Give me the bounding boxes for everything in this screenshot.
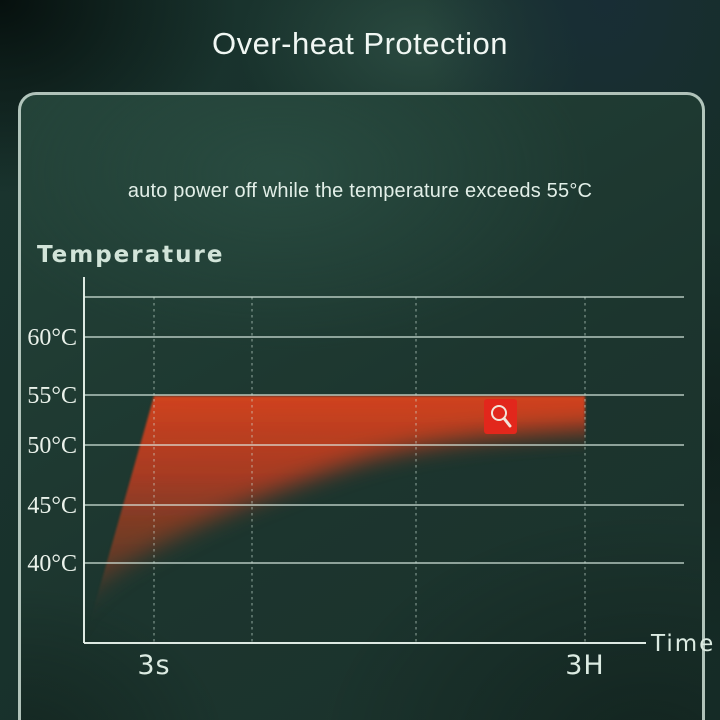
y-tick-label: 50°C <box>27 433 77 459</box>
magnifier-icon <box>484 399 517 434</box>
y-tick-label: 60°C <box>27 325 77 351</box>
y-tick-label: 40°C <box>27 551 77 577</box>
chart-title: Temperature <box>37 242 225 268</box>
x-tick-label: 3s <box>137 650 170 681</box>
x-tick-label: 3H <box>565 650 604 681</box>
temperature-area <box>84 396 585 643</box>
y-tick-label: 45°C <box>27 493 77 519</box>
x-axis-title: Time <box>650 631 715 657</box>
page-title: Over-heat Protection <box>211 26 509 61</box>
y-tick-label: 55°C <box>27 383 77 409</box>
panel-subtitle: auto power off while the temperature exc… <box>127 180 593 202</box>
